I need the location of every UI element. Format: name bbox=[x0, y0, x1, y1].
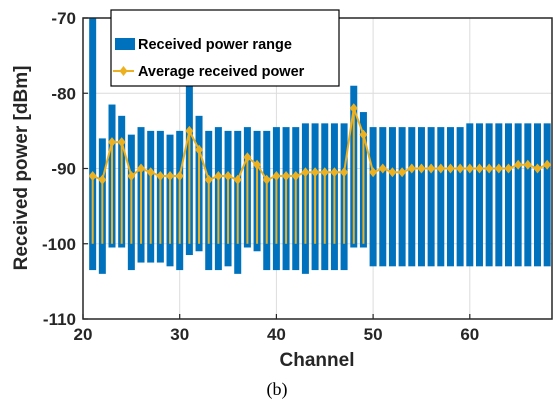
average-marker-39 bbox=[262, 174, 271, 185]
average-marker-49 bbox=[359, 129, 368, 140]
legend-swatch-average-marker bbox=[119, 66, 128, 76]
range-bar-52 bbox=[388, 127, 396, 267]
average-marker-48 bbox=[349, 103, 358, 114]
average-marker-58 bbox=[446, 163, 455, 174]
average-marker-64 bbox=[504, 163, 513, 174]
range-bar-53 bbox=[398, 127, 406, 267]
range-bar-56 bbox=[427, 127, 435, 267]
range-bar-65 bbox=[514, 123, 522, 267]
average-marker-63 bbox=[494, 163, 503, 174]
average-marker-35 bbox=[224, 171, 233, 182]
average-marker-41 bbox=[282, 171, 291, 182]
average-marker-43 bbox=[301, 167, 310, 178]
average-marker-30 bbox=[175, 171, 184, 182]
average-marker-38 bbox=[253, 159, 262, 170]
range-bar-58 bbox=[446, 127, 454, 267]
average-marker-29 bbox=[166, 171, 175, 182]
y-axis-title: Received power [dBm] bbox=[11, 66, 32, 271]
range-bar-63 bbox=[495, 123, 503, 267]
average-marker-32 bbox=[195, 144, 204, 155]
range-bar-50 bbox=[369, 127, 377, 267]
average-marker-60 bbox=[465, 163, 474, 174]
average-marker-51 bbox=[378, 163, 387, 174]
x-ticks: 20 30 40 50 60 bbox=[74, 314, 479, 344]
legend-box bbox=[110, 9, 340, 87]
range-bar-66 bbox=[524, 123, 532, 267]
average-marker-67 bbox=[533, 163, 542, 174]
range-bar-67 bbox=[533, 123, 541, 267]
average-marker-34 bbox=[214, 171, 223, 182]
average-marker-21 bbox=[88, 171, 97, 182]
range-bar-21 bbox=[89, 18, 97, 271]
average-markers bbox=[88, 103, 552, 185]
average-marker-56 bbox=[427, 163, 436, 174]
range-bar-51 bbox=[379, 127, 387, 267]
average-marker-55 bbox=[417, 163, 426, 174]
average-marker-53 bbox=[398, 167, 407, 178]
average-marker-28 bbox=[156, 171, 165, 182]
average-marker-59 bbox=[456, 163, 465, 174]
range-bar-55 bbox=[417, 127, 425, 267]
x-tick-label: 50 bbox=[364, 325, 383, 344]
average-marker-42 bbox=[291, 171, 300, 182]
average-marker-61 bbox=[475, 163, 484, 174]
legend-label-range: Received power range bbox=[138, 37, 292, 53]
average-marker-65 bbox=[514, 159, 523, 170]
x-tick-label: 20 bbox=[74, 325, 93, 344]
average-stems bbox=[91, 108, 365, 244]
y-ticks: -110 -100 -90 -80 -70 bbox=[42, 9, 88, 329]
average-marker-24 bbox=[117, 137, 126, 148]
average-marker-40 bbox=[272, 171, 281, 182]
figure-caption: (b) bbox=[266, 379, 288, 399]
range-bar-68 bbox=[543, 123, 551, 267]
range-bar-61 bbox=[475, 123, 483, 267]
average-marker-45 bbox=[320, 167, 329, 178]
y-tick-label: -110 bbox=[43, 310, 76, 329]
range-bar-64 bbox=[504, 123, 512, 267]
average-marker-23 bbox=[108, 137, 117, 148]
average-marker-68 bbox=[543, 159, 552, 170]
average-marker-36 bbox=[233, 174, 242, 185]
y-tick-label: -100 bbox=[42, 235, 76, 254]
average-marker-47 bbox=[340, 167, 349, 178]
range-bar-62 bbox=[485, 123, 493, 267]
y-tick-label: -80 bbox=[51, 84, 76, 103]
range-bar-60 bbox=[466, 123, 474, 267]
x-axis-title: Channel bbox=[280, 350, 355, 371]
average-marker-33 bbox=[204, 174, 213, 185]
legend: Received power range Average received po… bbox=[110, 9, 340, 87]
average-marker-46 bbox=[330, 167, 339, 178]
average-marker-31 bbox=[185, 125, 194, 136]
range-bar-54 bbox=[408, 127, 416, 267]
average-marker-50 bbox=[369, 167, 378, 178]
y-tick-label: -90 bbox=[51, 160, 76, 179]
legend-label-average: Average received power bbox=[138, 64, 305, 80]
average-marker-27 bbox=[146, 167, 155, 178]
average-marker-62 bbox=[485, 163, 494, 174]
legend-swatch-range bbox=[115, 38, 135, 50]
average-marker-26 bbox=[137, 163, 146, 174]
average-marker-37 bbox=[243, 152, 252, 163]
average-marker-57 bbox=[436, 163, 445, 174]
average-marker-52 bbox=[388, 167, 397, 178]
x-tick-label: 60 bbox=[460, 325, 479, 344]
average-marker-22 bbox=[98, 174, 107, 185]
y-tick-label: -70 bbox=[51, 9, 76, 28]
average-marker-44 bbox=[311, 167, 320, 178]
x-tick-label: 40 bbox=[267, 325, 286, 344]
x-tick-label: 30 bbox=[170, 325, 189, 344]
range-bar-59 bbox=[456, 127, 464, 267]
average-marker-66 bbox=[523, 159, 532, 170]
range-bar-57 bbox=[437, 127, 445, 267]
average-marker-25 bbox=[127, 171, 136, 182]
average-marker-54 bbox=[407, 163, 416, 174]
